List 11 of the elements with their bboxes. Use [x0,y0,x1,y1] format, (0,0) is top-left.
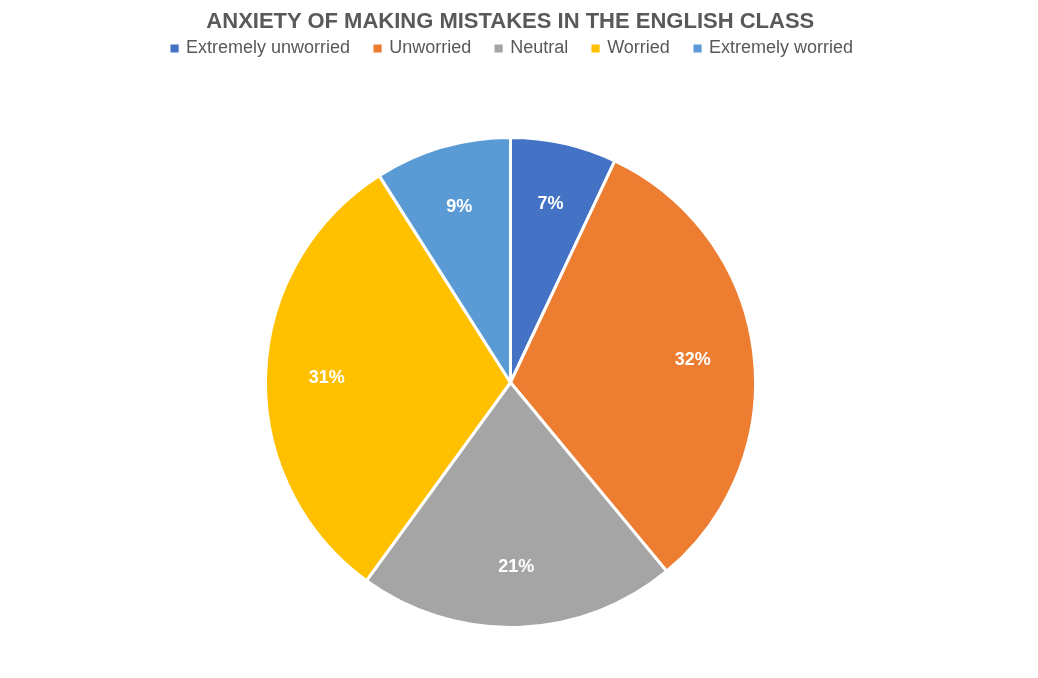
data-label: 32% [674,349,711,370]
data-label: 7% [537,193,564,214]
legend-label: Worried [607,37,670,58]
legend-label: Extremely unworried [186,37,351,58]
chart-title: ANXIETY OF MAKING MISTAKES IN THE ENGLISH CLASS [206,7,815,33]
legend-label: Unworried [389,37,472,58]
data-label: 21% [498,556,535,577]
data-label: 31% [308,366,345,387]
legend-label: Extremely worried [708,37,853,58]
data-label: 9% [446,196,473,217]
legend-label: Neutral [510,37,569,58]
